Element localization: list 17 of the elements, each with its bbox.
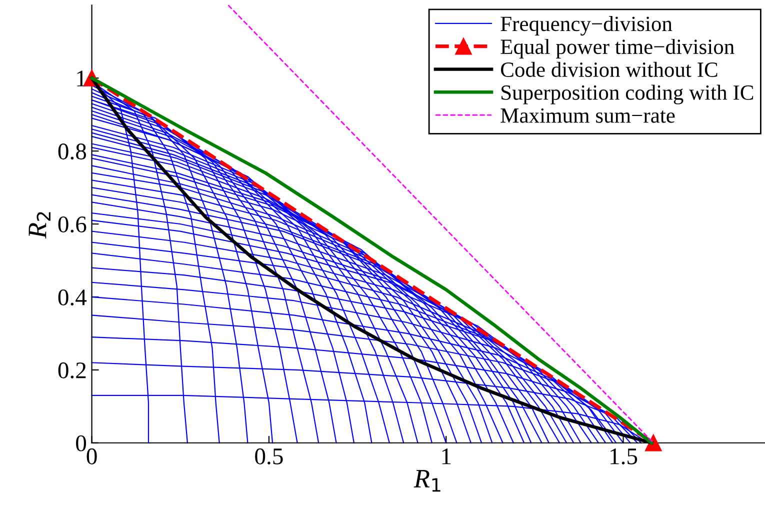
legend-label: Maximum sum−rate xyxy=(500,108,675,123)
legend-label: Frequency−division xyxy=(500,16,672,36)
x-tick-label: 1.5 xyxy=(610,448,638,464)
y-tick-label: 0.6 xyxy=(58,216,86,233)
legend-label: Equal power time−division xyxy=(500,38,734,58)
legend-label: Superposition coding with IC xyxy=(502,84,754,104)
y-tick-label: 0 xyxy=(76,435,86,452)
y-tick-label: 1 xyxy=(77,70,86,86)
legend-label: Code division without IC xyxy=(500,62,718,77)
y-tick-label: 0.8 xyxy=(58,144,86,160)
x-tick-label: 1 xyxy=(442,448,451,464)
x-tick-label: 0.5 xyxy=(255,448,283,464)
y-tick-label: 0.2 xyxy=(58,362,86,378)
x-tick-label: 0 xyxy=(86,448,97,464)
x-axis-title: R$_{1}$ xyxy=(414,470,440,492)
y-tick-label: 0.4 xyxy=(58,289,87,306)
y-axis-title: R$_{2}$ xyxy=(28,212,50,239)
